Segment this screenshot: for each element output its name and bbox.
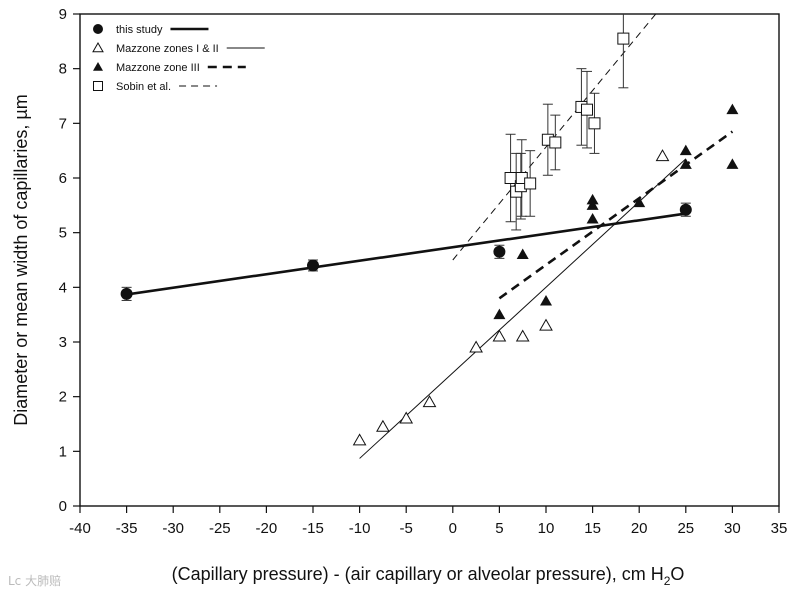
- data-point: [504, 172, 517, 184]
- data-point: [586, 193, 599, 205]
- x-tick-label: -30: [162, 520, 184, 537]
- data-point: [120, 287, 133, 300]
- data-point: [539, 318, 553, 331]
- y-axis-title: Diameter or mean width of capillaries, µ…: [11, 94, 31, 426]
- data-point: [679, 144, 692, 156]
- x-tick-label: 30: [724, 520, 741, 537]
- x-tick-label: 0: [449, 520, 457, 537]
- y-tick-label: 1: [59, 443, 67, 460]
- legend-marker: [93, 24, 103, 34]
- x-tick-label: 35: [771, 520, 788, 537]
- data-point: [492, 329, 507, 342]
- data-point: [617, 32, 630, 45]
- y-tick-label: 6: [59, 170, 67, 187]
- x-tick-label: 20: [631, 520, 648, 537]
- y-tick-label: 0: [59, 498, 67, 515]
- data-point: [655, 149, 670, 162]
- y-tick-label: 5: [59, 225, 67, 242]
- y-tick-label: 4: [59, 279, 67, 296]
- x-tick-label: 10: [538, 520, 555, 537]
- data-point: [549, 136, 562, 149]
- data-point: [516, 248, 529, 260]
- fit-lines: [126, 14, 734, 459]
- y-tick-label: 9: [59, 6, 67, 23]
- data-point: [399, 411, 414, 424]
- data-point: [586, 199, 599, 210]
- legend-marker: [93, 62, 103, 71]
- data-point: [679, 158, 692, 169]
- x-tick-label: 25: [677, 520, 694, 537]
- data-point: [493, 308, 506, 320]
- data-point: [469, 340, 483, 353]
- x-tick-label: -10: [349, 520, 371, 537]
- data-point: [726, 158, 739, 169]
- x-tick-label: -25: [209, 520, 231, 537]
- watermark: Lc 大肺赔: [8, 574, 62, 588]
- fit-line: [452, 14, 657, 261]
- data-point: [586, 213, 599, 224]
- y-axis-ticks: 0 1 2 3 4 5 6 7 8 9: [59, 6, 80, 515]
- data-point: [581, 103, 594, 116]
- fit-line: [126, 212, 686, 296]
- fit-line: [498, 130, 734, 300]
- x-tick-label: -5: [400, 520, 413, 537]
- legend-marker: [93, 81, 103, 91]
- x-tick-label: 5: [495, 520, 503, 537]
- legend-label: Sobin et al.: [116, 81, 171, 93]
- fit-line: [359, 158, 687, 459]
- data-point: [633, 196, 646, 208]
- data-point: [726, 103, 739, 115]
- y-tick-label: 7: [59, 115, 67, 132]
- legend-marker: [92, 41, 104, 53]
- data-point: [524, 177, 537, 190]
- legend-label: this study: [116, 24, 163, 36]
- x-tick-label: -35: [116, 520, 138, 537]
- y-tick-label: 3: [59, 334, 67, 351]
- x-tick-label: -40: [69, 520, 91, 537]
- x-axis-title: (Capillary pressure) - (air capillary or…: [172, 564, 685, 588]
- data-point: [679, 203, 692, 216]
- y-tick-label: 8: [59, 61, 67, 78]
- legend-label: Mazzone zones I & II: [116, 43, 219, 55]
- data-point: [422, 395, 437, 408]
- data-point: [588, 117, 601, 130]
- data-point: [376, 419, 390, 432]
- data-markers: [120, 32, 739, 446]
- data-point: [307, 259, 319, 272]
- legend: this study Mazzone zones I & II Mazzone zo…: [92, 24, 265, 93]
- data-point: [540, 295, 552, 306]
- x-tick-label: -15: [302, 520, 324, 537]
- x-tick-label: 15: [584, 520, 601, 537]
- data-point: [352, 433, 367, 446]
- plot-frame: [79, 13, 780, 507]
- data-point: [493, 245, 506, 258]
- legend-label: Mazzone zone III: [116, 62, 200, 74]
- data-point: [515, 329, 530, 342]
- y-tick-label: 2: [59, 389, 67, 406]
- x-axis-ticks: -40 -35 -30 -25 -20 -15 -10 -5 0 5 10 15 20 25 30 35: [69, 506, 787, 537]
- x-tick-label: -20: [256, 520, 278, 537]
